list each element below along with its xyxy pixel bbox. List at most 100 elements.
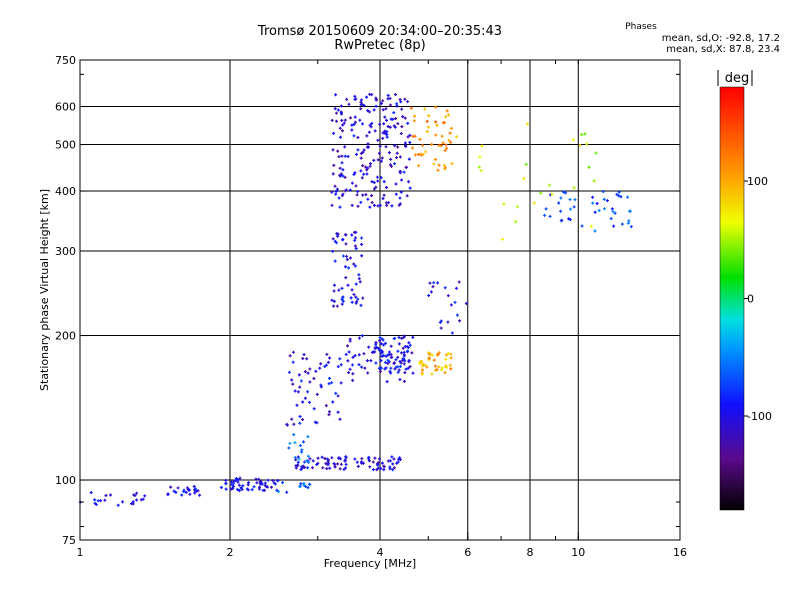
data-point <box>399 132 403 136</box>
data-point <box>434 364 438 368</box>
data-point <box>331 172 335 176</box>
data-point <box>376 138 380 142</box>
data-point <box>271 479 275 483</box>
data-point <box>224 487 228 491</box>
data-point <box>453 300 457 304</box>
data-point <box>306 466 310 470</box>
data-point <box>392 124 396 128</box>
data-point <box>388 369 392 373</box>
data-point <box>250 488 254 492</box>
data-point <box>354 295 358 299</box>
data-point <box>597 209 601 213</box>
data-point <box>353 264 357 268</box>
data-point <box>260 482 264 486</box>
data-point <box>353 238 357 242</box>
data-point <box>381 108 385 112</box>
data-point <box>133 494 137 498</box>
data-point <box>617 194 621 198</box>
data-point <box>331 249 335 253</box>
data-point <box>357 273 361 277</box>
data-point <box>400 178 404 182</box>
data-point <box>359 460 363 464</box>
data-point <box>380 354 384 358</box>
data-point <box>338 173 342 177</box>
data-point <box>276 479 280 483</box>
data-point <box>611 210 615 214</box>
data-point <box>301 356 305 360</box>
data-point <box>299 379 303 383</box>
data-point <box>342 121 346 125</box>
data-point <box>109 493 113 497</box>
data-point <box>412 119 416 123</box>
data-point <box>298 414 302 418</box>
data-point <box>502 202 506 206</box>
data-point <box>328 356 332 360</box>
data-point <box>396 122 400 126</box>
data-point <box>378 144 382 148</box>
data-point <box>569 207 573 211</box>
data-point <box>301 400 305 404</box>
data-point <box>401 346 405 350</box>
data-point <box>573 198 577 202</box>
data-point <box>348 188 352 192</box>
data-point <box>341 168 345 172</box>
phase-stats-x: mean, sd,X: 87.8, 23.4 <box>666 44 780 55</box>
x-tick-label: 10 <box>571 546 585 559</box>
data-point <box>328 466 332 470</box>
data-point <box>421 152 425 156</box>
data-point <box>440 134 444 138</box>
data-point <box>437 365 441 369</box>
data-point <box>619 195 623 199</box>
data-point <box>615 193 619 197</box>
data-point <box>449 356 453 360</box>
data-point <box>433 368 437 372</box>
data-point <box>359 151 363 155</box>
data-point <box>345 97 349 101</box>
data-point <box>417 164 421 168</box>
data-point <box>237 483 241 487</box>
data-point <box>385 135 389 139</box>
data-point <box>330 118 334 122</box>
data-point <box>298 421 302 425</box>
data-point <box>187 488 191 492</box>
data-point <box>360 236 364 240</box>
data-point <box>628 209 632 213</box>
data-point <box>293 456 297 460</box>
data-point <box>319 362 323 366</box>
data-point <box>360 334 364 338</box>
data-point <box>337 155 341 159</box>
data-point <box>355 460 359 464</box>
data-point <box>383 360 387 364</box>
data-point <box>327 382 331 386</box>
x-axis-label: Frequency [MHz] <box>324 557 416 570</box>
data-point <box>292 433 296 437</box>
data-point <box>288 354 292 358</box>
data-point <box>587 165 591 169</box>
data-point <box>418 137 422 141</box>
data-point <box>339 363 343 367</box>
data-point <box>345 257 349 261</box>
data-point <box>455 313 459 317</box>
data-point <box>386 94 390 98</box>
data-point <box>193 487 197 491</box>
data-point <box>383 131 387 135</box>
data-point <box>325 352 329 356</box>
data-point <box>568 218 572 222</box>
data-point <box>379 102 383 106</box>
data-point <box>443 149 447 153</box>
data-point <box>446 294 450 298</box>
data-point <box>578 143 582 147</box>
data-point <box>336 234 340 238</box>
data-point <box>617 190 621 194</box>
data-point <box>436 281 440 285</box>
data-point <box>539 191 543 195</box>
data-point <box>620 222 624 226</box>
data-point <box>430 353 434 357</box>
data-point <box>427 114 431 118</box>
data-point <box>353 171 357 175</box>
data-point <box>437 163 441 167</box>
colorbar-label: deg <box>725 71 750 86</box>
data-point <box>364 165 368 169</box>
data-point <box>344 276 348 280</box>
